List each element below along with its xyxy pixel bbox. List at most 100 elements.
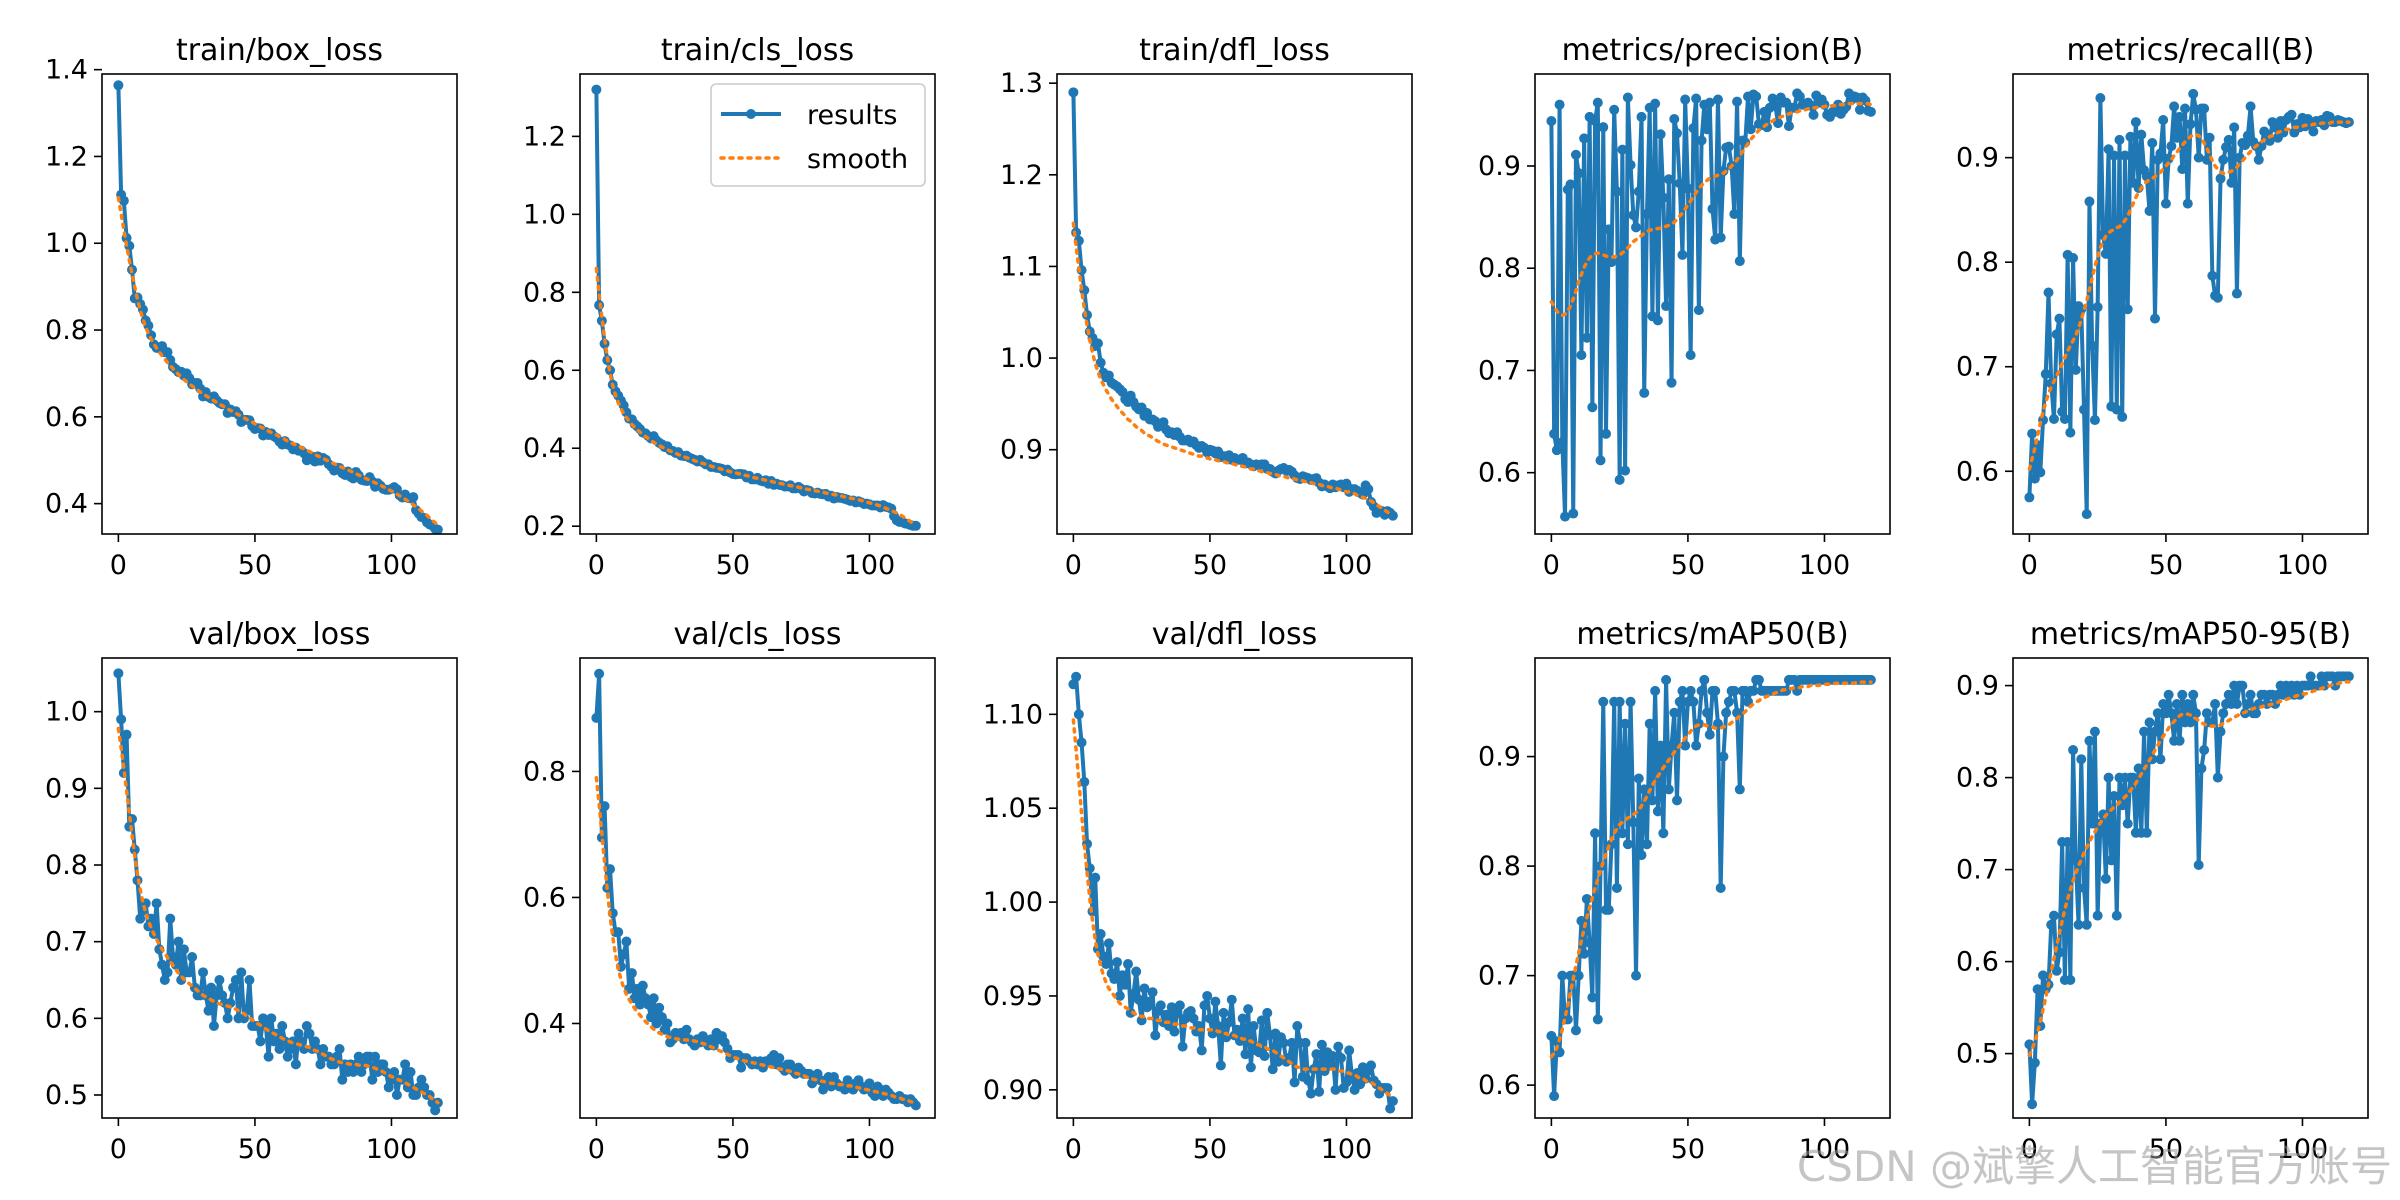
results-point (774, 1053, 785, 1064)
results-point (1549, 1091, 1560, 1102)
results-point (2188, 88, 2199, 99)
results-point (736, 1062, 747, 1073)
results-point (389, 1067, 400, 1077)
results-point (1256, 1015, 1267, 1026)
y-tick-label: 0.4 (45, 489, 88, 520)
results-point (1576, 350, 1587, 361)
y-tick-label: 0.6 (523, 882, 566, 913)
y-tick-label: 0.8 (1478, 851, 1521, 882)
results-point (1327, 1051, 1338, 1062)
results-point (2062, 837, 2073, 847)
results-point (416, 1074, 427, 1085)
results-point (1248, 1021, 1259, 1031)
results-point (2207, 270, 2218, 281)
subplot-title: metrics/recall(B) (2066, 33, 2314, 68)
results-point (1688, 123, 1699, 134)
y-tick-label: 0.8 (1956, 247, 1999, 278)
results-point (1721, 707, 1732, 718)
results-point (116, 714, 127, 725)
results-point (1745, 124, 1756, 135)
results-point (1188, 1013, 1199, 1024)
results-point (1808, 109, 1819, 120)
results-point (1663, 174, 1674, 185)
results-point (2204, 132, 2215, 143)
subplot-train-cls-loss: train/cls_loss 0 50 100 0.2 0.4 0.6 0.8 1.0 1.2 re… (523, 33, 936, 581)
axes-frame (1056, 73, 1413, 535)
results-point (1693, 305, 1704, 316)
x-tick-label: 0 (2021, 1134, 2038, 1165)
x-tick-label: 0 (110, 1134, 127, 1165)
results-point (1666, 377, 1677, 388)
results-point (162, 967, 173, 978)
results-point (2038, 970, 2049, 981)
results-point (2212, 772, 2223, 783)
results-point (1161, 1009, 1172, 1020)
y-tick-label: 1.0 (523, 199, 566, 230)
results-point (178, 944, 189, 955)
axes-frame (101, 73, 458, 535)
results-point (1237, 1013, 1248, 1024)
results-point (293, 1028, 304, 1039)
results-point (1584, 937, 1595, 948)
results-point (2177, 689, 2188, 700)
results-point (1729, 685, 1740, 696)
results-point (2130, 117, 2141, 128)
y-tick-label: 1.2 (45, 141, 88, 172)
results-point (277, 1021, 288, 1031)
results-point (618, 949, 629, 960)
y-tick-label: 0.9 (1000, 435, 1043, 466)
results-point (864, 1078, 875, 1089)
x-tick-label: 0 (1543, 550, 1560, 581)
results-point (2166, 708, 2177, 719)
results-point (2218, 708, 2229, 719)
y-tick-label: 0.6 (1478, 458, 1521, 489)
results-point (157, 959, 168, 970)
results-point (1631, 222, 1642, 233)
results-point (2092, 910, 2103, 921)
results-point (1674, 696, 1685, 707)
y-tick-label: 0.9 (45, 773, 88, 804)
results-point (2150, 726, 2160, 737)
results-point (244, 975, 255, 985)
results-point (2229, 122, 2240, 133)
results-point (1341, 1077, 1352, 1088)
results-point (2133, 763, 2144, 774)
results-point (1139, 983, 1150, 994)
results-point (184, 967, 195, 978)
subplot-title: train/dfl_loss (1139, 33, 1330, 68)
results-point (1387, 510, 1398, 521)
y-tick-label: 0.9 (1478, 742, 1521, 773)
subplot-title: metrics/precision(B) (1562, 33, 1864, 68)
results-point (2027, 1099, 2038, 1110)
results-point (2171, 699, 2182, 709)
results-point (1655, 129, 1666, 140)
results-point (1631, 970, 1642, 981)
y-tick-label: 0.7 (1478, 961, 1521, 992)
results-point (348, 1067, 359, 1077)
results-point (1688, 696, 1699, 707)
results-point (1224, 1017, 1235, 1028)
results-point (1363, 484, 1374, 495)
results-point (2245, 101, 2256, 112)
results-point (2231, 288, 2242, 299)
x-tick-label: 0 (588, 1134, 605, 1165)
results-point (2253, 154, 2264, 165)
results-point (2048, 910, 2059, 921)
results-point (1669, 113, 1680, 124)
results-point (2100, 873, 2111, 884)
results-point (1696, 135, 1707, 146)
results-point (2111, 404, 2122, 415)
results-point (1095, 929, 1106, 939)
results-point (1696, 685, 1707, 696)
results-point (1639, 387, 1650, 398)
results-point (910, 1100, 921, 1111)
results-point (1712, 94, 1723, 105)
y-tick-label: 0.7 (45, 927, 88, 958)
results-point (1712, 718, 1723, 729)
results-point (1570, 1025, 1581, 1036)
results-point (2068, 253, 2079, 263)
results-point (1303, 1075, 1314, 1086)
results-point (1117, 970, 1128, 981)
x-tick-label: 100 (2277, 1134, 2329, 1165)
